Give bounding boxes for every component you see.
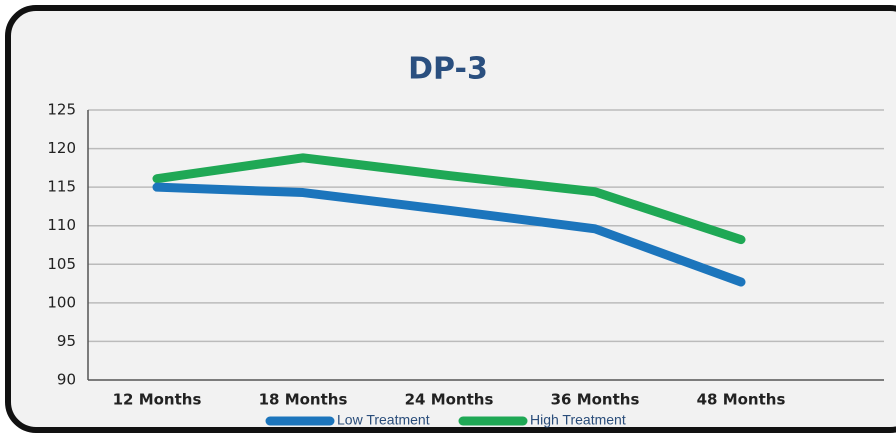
y-tick-label: 125 <box>47 101 76 119</box>
y-tick-label: 115 <box>47 178 76 196</box>
line-series <box>152 182 746 287</box>
y-tick-label: 120 <box>47 139 76 157</box>
y-tick-label: 105 <box>47 255 76 273</box>
y-tick-label: 100 <box>47 293 76 311</box>
y-tick-label: 90 <box>57 371 76 389</box>
x-tick-label: 24 Months <box>405 391 494 409</box>
line-series <box>152 153 746 245</box>
legend-label: Low Treatment <box>337 412 430 428</box>
chart-title: DP-3 <box>408 52 488 87</box>
x-tick-label: 36 Months <box>551 391 640 409</box>
legend-label: High Treatment <box>530 412 626 428</box>
x-tick-label: 12 Months <box>113 391 202 409</box>
chart-frame <box>5 5 896 433</box>
y-tick-label: 110 <box>47 216 76 234</box>
y-tick-label: 95 <box>57 332 76 350</box>
x-tick-label: 18 Months <box>259 391 348 409</box>
x-tick-label: 48 Months <box>697 391 786 409</box>
